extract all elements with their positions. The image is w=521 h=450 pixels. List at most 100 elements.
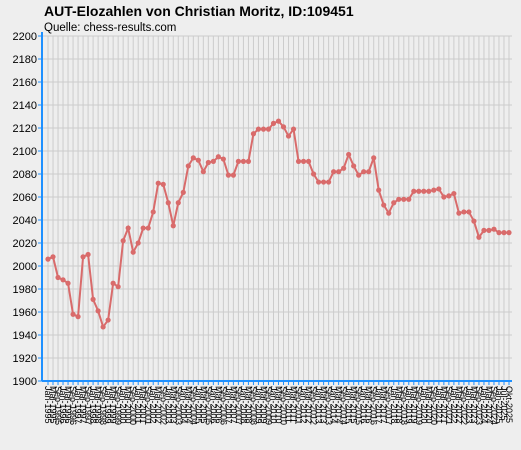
x-tick-label: Sep-2009: [263, 386, 273, 425]
point: [95, 308, 101, 314]
x-tick-label: Sep-2023: [474, 386, 484, 425]
point: [265, 126, 272, 132]
point: [255, 126, 262, 132]
point: [215, 154, 221, 160]
point: [506, 230, 512, 236]
point: [401, 196, 407, 202]
point: [361, 169, 367, 175]
point: [160, 181, 166, 187]
point: [50, 254, 56, 260]
x-tick-label: Jan-2001: [133, 386, 143, 424]
x-tick-label: Jan-2008: [238, 386, 248, 424]
x-tick-label: Jan-2024: [479, 386, 489, 424]
x-tick-label: Mai-2007: [228, 386, 238, 424]
x-tick-label: Jan-2021: [434, 386, 444, 424]
x-tick-label: Mai-2008: [243, 386, 253, 424]
point: [230, 172, 237, 178]
x-tick-label: Sep-2008: [248, 386, 258, 425]
x-tick-label: Jan-2006: [208, 386, 218, 424]
x-tick-label: Mai-2005: [198, 386, 208, 424]
point: [421, 188, 427, 194]
point: [150, 209, 156, 215]
x-tick-label: Sep-2013: [324, 386, 334, 425]
x-tick-label: Sep-1996: [68, 386, 78, 425]
point: [65, 280, 71, 286]
x-tick-label: Jan-2005: [193, 386, 203, 424]
point: [60, 277, 66, 283]
x-tick-label: Mai-1996: [63, 386, 73, 424]
x-tick-label: Mai-2020: [424, 386, 434, 424]
x-tick-label: Mai-1998: [93, 386, 103, 424]
point: [190, 155, 196, 161]
x-tick-label: Okt-2025: [504, 386, 514, 423]
x-tick-label: Jan-2025: [494, 386, 504, 424]
point: [140, 225, 146, 231]
point: [220, 156, 226, 162]
point: [501, 230, 507, 236]
point: [356, 172, 362, 178]
point: [331, 169, 337, 175]
point: [351, 163, 357, 169]
point: [466, 209, 472, 215]
x-tick-label: Sep-1998: [98, 386, 108, 425]
y-tick-label: 2160: [13, 77, 37, 89]
point: [310, 171, 317, 177]
point: [491, 226, 497, 232]
x-tick-label: Sep-2003: [173, 386, 183, 425]
point: [205, 159, 211, 166]
y-tick-label: 1920: [13, 353, 37, 365]
point: [55, 274, 61, 281]
x-tick-label: Sep-2024: [489, 386, 499, 425]
point: [235, 158, 242, 164]
point: [270, 120, 277, 126]
point: [486, 227, 492, 233]
x-tick-label: Sep-1999: [113, 386, 123, 425]
x-tick-label: Jan-2013: [314, 386, 324, 424]
x-tick-label: Sep-2014: [339, 386, 349, 425]
x-tick-label: Mai-2018: [394, 386, 404, 424]
y-tick-label: 2140: [13, 100, 37, 112]
x-tick-label: Sep-1997: [83, 386, 93, 425]
point: [295, 158, 302, 164]
x-tick-label: Mai-2009: [258, 386, 268, 424]
x-tick-label: Mai-2012: [304, 386, 314, 424]
x-tick-label: Jan-2010: [268, 386, 278, 424]
point: [240, 158, 247, 164]
y-tick-label: 2120: [13, 123, 37, 135]
x-tick-label: Sep-2011: [294, 386, 304, 424]
point: [80, 254, 86, 260]
point: [90, 296, 96, 302]
x-tick-label: Mai-2022: [454, 386, 464, 424]
x-tick-label: Jan-2012: [299, 386, 309, 424]
point: [416, 188, 422, 194]
point: [125, 225, 131, 231]
point: [386, 210, 392, 216]
x-tick-label: Jan-2014: [329, 386, 339, 424]
x-tick-label: Sep-2017: [384, 386, 394, 425]
x-tick-label: Jan-2009: [253, 386, 263, 424]
y-tick-label: 1980: [13, 284, 37, 296]
point: [366, 169, 372, 175]
y-tick-label: 1960: [13, 307, 37, 319]
point: [195, 157, 201, 163]
point: [85, 251, 91, 258]
point: [130, 249, 136, 255]
point: [396, 196, 402, 202]
x-tick-label: Mai-2024: [484, 386, 494, 424]
point: [451, 190, 457, 197]
point: [300, 158, 307, 164]
point: [341, 165, 347, 171]
x-tick-label: Sep-2020: [429, 386, 439, 425]
x-tick-label: Jan-2002: [148, 386, 158, 424]
x-tick-label: Sep-2004: [188, 386, 198, 425]
x-tick-label: Mai-2006: [213, 386, 223, 424]
point: [471, 218, 477, 224]
point: [376, 187, 382, 193]
chart-title: AUT-Elozahlen von Christian Moritz, ID:1…: [44, 3, 354, 19]
x-tick-label: Jan-1996: [58, 386, 68, 424]
x-tick-label: Sep-2016: [369, 386, 379, 425]
y-tick-label: 2060: [13, 192, 37, 204]
point: [426, 188, 432, 194]
x-tick-label: Sep-2022: [459, 386, 469, 425]
